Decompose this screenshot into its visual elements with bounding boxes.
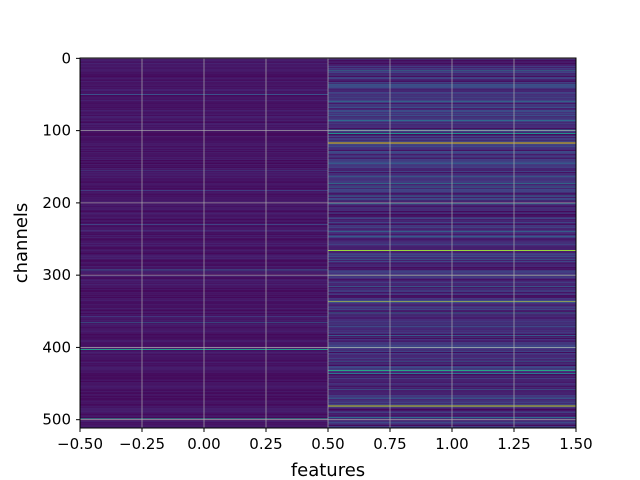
y-tick-label: 100	[42, 122, 71, 140]
x-tick-label: −0.50	[57, 435, 103, 453]
x-tick-label: 1.25	[497, 435, 530, 453]
x-tick-label: −0.25	[119, 435, 165, 453]
y-axis-label: channels	[11, 203, 32, 284]
x-tick-label: 0.50	[311, 435, 344, 453]
x-tick-label: 1.50	[559, 435, 592, 453]
x-tick-label: 0.00	[187, 435, 220, 453]
x-axis-label: features	[291, 460, 365, 480]
y-tick-label: 200	[42, 194, 71, 212]
x-axis: −0.50 −0.25 0.00 0.25 0.50 0.75 1.00 1.25 1.50	[57, 428, 593, 453]
y-tick-label: 300	[42, 266, 71, 284]
x-tick-label: 1.00	[435, 435, 468, 453]
x-tick-label: 0.75	[373, 435, 406, 453]
y-tick-label: 0	[61, 49, 71, 67]
plot-area	[79, 57, 577, 429]
x-tick-label: 0.25	[249, 435, 282, 453]
y-tick-label: 400	[42, 338, 71, 356]
y-tick-label: 500	[42, 411, 71, 429]
y-axis: 0 100 200 300 400 500	[42, 49, 80, 429]
